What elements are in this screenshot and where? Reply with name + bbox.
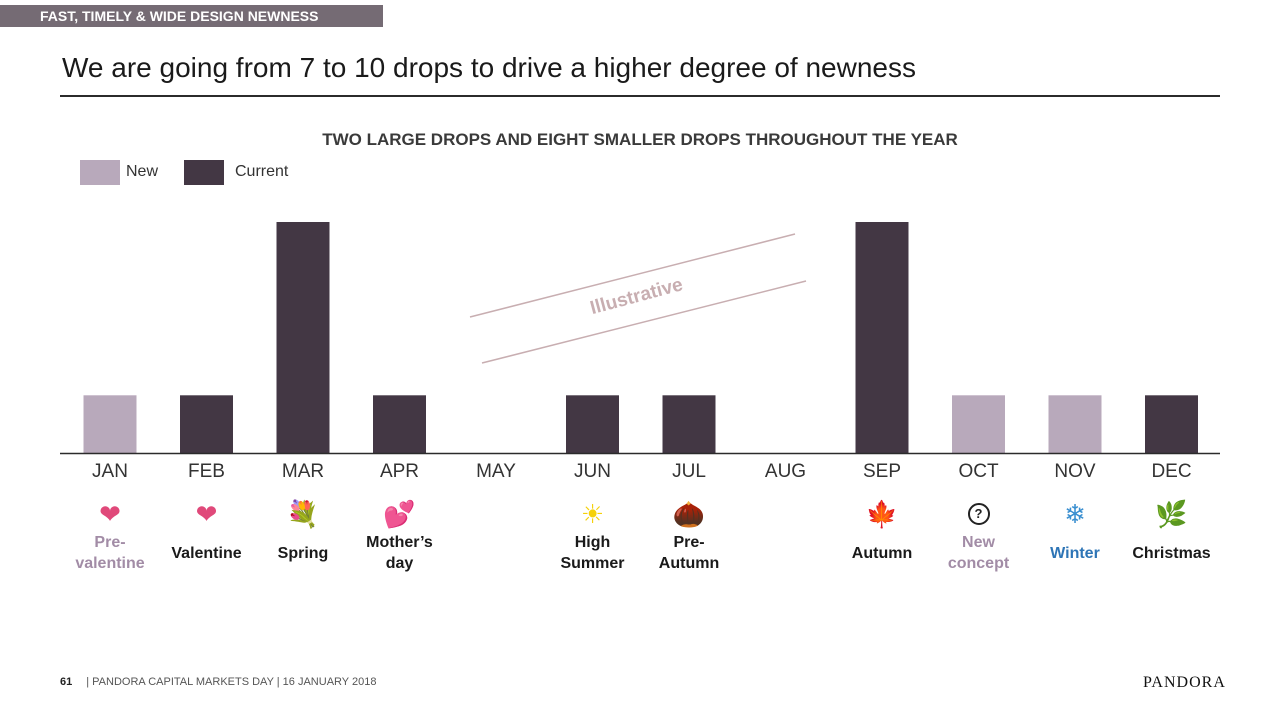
chart-title: TWO LARGE DROPS AND EIGHT SMALLER DROPS … <box>322 130 958 149</box>
drop-label-sep: Autumn <box>834 531 930 575</box>
month-label-oct: OCT <box>958 461 999 482</box>
holly-icon: 🌿 <box>1155 499 1188 529</box>
page-number: 61 <box>60 676 73 688</box>
drop-label-text: Pre-valentine <box>75 534 145 572</box>
bar-sep-current <box>855 222 909 453</box>
bar-mar-current <box>276 222 330 453</box>
flower-bouquet-icon: 💐 <box>286 499 320 529</box>
month-label-nov: NOV <box>1054 461 1096 482</box>
month-label-sep: SEP <box>862 461 902 482</box>
month-label-feb: FEB <box>188 461 225 482</box>
drop-label-dec: Christmas <box>1124 531 1220 575</box>
drop-label-text: Christmas <box>1132 544 1211 562</box>
drop-label-apr: Mother’s day <box>352 531 448 575</box>
drop-label-text: Mother’s day <box>366 534 433 572</box>
drop-label-nov: Winter <box>1027 531 1123 575</box>
footer-text: | PANDORA CAPITAL MARKETS DAY | 16 JANUA… <box>86 676 377 688</box>
bar-jun-current <box>566 395 619 454</box>
drop-label-jun: High Summer <box>545 531 641 575</box>
heart-icon: ❤ <box>99 499 121 529</box>
month-label-apr: APR <box>379 461 420 482</box>
drop-label-text: Autumn <box>851 544 913 562</box>
legend-swatch-current <box>184 160 224 185</box>
acorn-icon: 🌰 <box>672 499 706 529</box>
drop-label-feb: Valentine <box>159 531 255 575</box>
pandora-logo: PANDORA <box>1143 674 1226 691</box>
legend-label-new: New <box>126 163 159 180</box>
drop-label-text: Valentine <box>171 544 242 562</box>
month-label-jul: JUL <box>672 461 706 482</box>
section-tag: FAST, TIMELY & WIDE DESIGN NEWNESS <box>0 5 383 27</box>
page-title: We are going from 7 to 10 drops to drive… <box>62 52 916 83</box>
month-label-may: MAY <box>476 461 516 482</box>
drop-label-text: New concept <box>947 534 1010 572</box>
bar-dec-current <box>1145 395 1198 454</box>
month-label-dec: DEC <box>1151 461 1192 482</box>
snowflake-icon: ❄ <box>1064 499 1086 529</box>
drop-label-text: High Summer <box>560 534 625 572</box>
month-label-aug: AUG <box>764 461 807 482</box>
drop-label-text: Pre- Autumn <box>658 534 720 572</box>
bar-jan-new <box>83 395 137 454</box>
drop-label-mar: Spring <box>255 531 351 575</box>
month-label-jan: JAN <box>92 461 128 482</box>
bar-oct-new <box>952 395 1005 454</box>
bar-feb-current <box>180 395 233 454</box>
drop-label-jan: Pre-valentine <box>62 531 158 575</box>
drop-label-jul: Pre- Autumn <box>641 531 737 575</box>
legend-label-current: Current <box>235 163 289 180</box>
drop-label-text: Winter <box>1050 544 1100 562</box>
maple-leaf-icon: 🍁 <box>865 499 899 529</box>
drop-label-text: Spring <box>277 544 329 562</box>
title-divider <box>60 95 1220 97</box>
legend-swatch-new <box>80 160 120 185</box>
footer: 61 | PANDORA CAPITAL MARKETS DAY | 16 JAN… <box>60 676 376 688</box>
bar-nov-new <box>1048 395 1102 454</box>
illustrative-line-2 <box>481 280 807 364</box>
question-circle-icon: ? <box>931 497 1027 531</box>
bar-apr-current <box>373 395 426 454</box>
illustrative-line-1 <box>469 233 796 318</box>
heart-icon: ❤ <box>195 499 218 529</box>
sun-icon: ☀ <box>580 499 605 529</box>
drop-label-oct: New concept <box>931 531 1027 575</box>
illustrative-annotation: Illustrative <box>588 274 685 319</box>
month-label-mar: MAR <box>281 461 325 482</box>
double-heart-icon: 💕 <box>383 499 416 529</box>
month-label-jun: JUN <box>574 461 611 482</box>
bar-jul-current <box>662 395 716 454</box>
